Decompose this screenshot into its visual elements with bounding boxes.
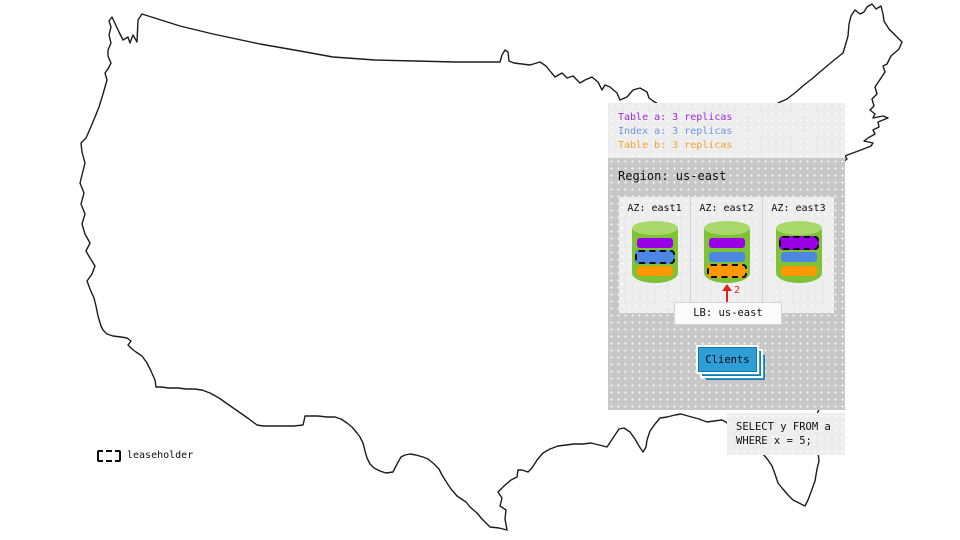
- replica-slot: [779, 264, 819, 278]
- replica-slot: [634, 250, 675, 264]
- az-label: AZ: east2: [699, 203, 754, 214]
- arrow-step-number: 2: [734, 285, 741, 296]
- sql-line: WHERE x = 5;: [736, 435, 812, 447]
- clients-box: Clients: [698, 347, 757, 372]
- replica-table-a: [708, 238, 745, 248]
- region-panel: Region: us-east AZ: east1 AZ: east2 AZ: ea…: [608, 158, 845, 410]
- az-column: AZ: east2: [690, 197, 762, 313]
- database-cylinder-icon: [775, 221, 822, 283]
- load-balancer-box: LB: us-east: [674, 302, 782, 325]
- replica-index-a: [780, 252, 817, 262]
- replica-table-b: [636, 266, 673, 276]
- arrow-up-line: [726, 290, 728, 306]
- replica-table-b: [780, 266, 817, 276]
- database-cylinder-icon: [703, 221, 750, 283]
- replica-index-a: [708, 252, 745, 262]
- az-column: AZ: east1: [619, 197, 690, 313]
- replica-index-a-leaseholder: [634, 250, 675, 264]
- arrow-up-icon: [722, 284, 732, 291]
- cylinder-top: [703, 221, 750, 235]
- replica-table-a-leaseholder: [778, 236, 819, 250]
- replica-table-a: [636, 238, 673, 248]
- replica-table-b-leaseholder: [706, 264, 747, 278]
- az-row: AZ: east1 AZ: east2 AZ: east3: [619, 197, 834, 313]
- sql-box: SELECT y FROM a WHERE x = 5;: [727, 413, 845, 455]
- replica-bars: [706, 236, 747, 278]
- replica-bars: [634, 236, 675, 278]
- replica-slot: [707, 250, 747, 264]
- sql-line: SELECT y FROM a: [736, 421, 831, 433]
- leaseholder-key-label: leaseholder: [127, 450, 194, 461]
- legend-item-index-a: Index a: 3 replicas: [618, 126, 733, 137]
- replica-bars: [778, 236, 819, 278]
- leaseholder-swatch-icon: [97, 450, 121, 462]
- legend-item-table-b: Table b: 3 replicas: [618, 140, 733, 151]
- cylinder-top: [775, 221, 822, 235]
- az-column: AZ: east3: [762, 197, 834, 313]
- legend-item-table-a: Table a: 3 replicas: [618, 112, 733, 123]
- replica-slot: [635, 236, 675, 250]
- region-title: Region: us-east: [618, 169, 727, 183]
- database-cylinder-icon: [631, 221, 678, 283]
- replica-slot: [706, 264, 747, 278]
- replica-slot: [779, 250, 819, 264]
- replica-slot: [707, 236, 747, 250]
- cylinder-top: [631, 221, 678, 235]
- clients-stack: Clients: [698, 347, 765, 380]
- replica-slot: [778, 236, 819, 250]
- replica-legend: Table a: 3 replicas Index a: 3 replicas Ta…: [608, 103, 845, 158]
- az-label: AZ: east3: [771, 203, 826, 214]
- replica-slot: [635, 264, 675, 278]
- az-label: AZ: east1: [627, 203, 682, 214]
